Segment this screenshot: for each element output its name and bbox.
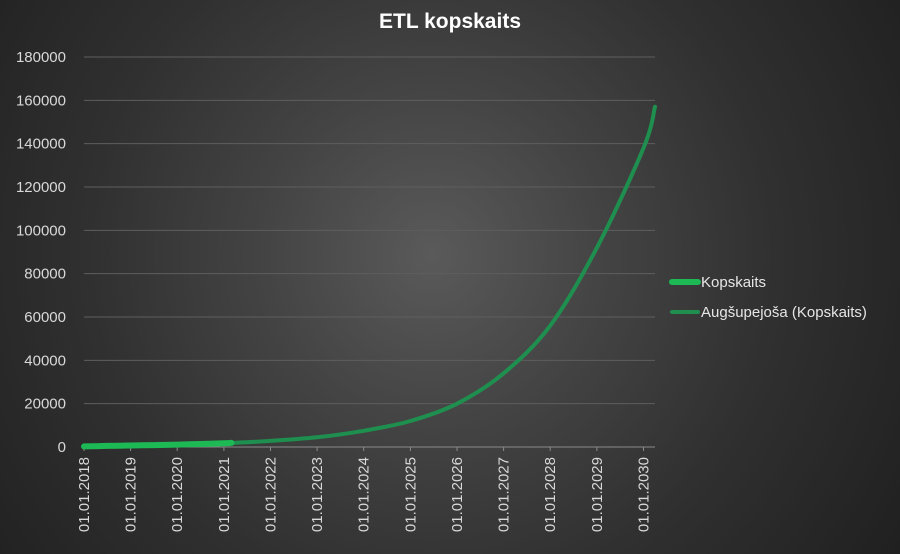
x-tick-label: 01.01.2026 — [449, 457, 466, 532]
y-tick-label: 120000 — [16, 179, 66, 196]
x-tick-label: 01.01.2019 — [123, 457, 140, 532]
x-tick-label: 01.01.2027 — [496, 457, 513, 532]
y-tick-label: 40000 — [24, 352, 66, 369]
chart-title: ETL kopskaits — [379, 10, 521, 33]
y-tick-label: 160000 — [16, 92, 66, 109]
x-tick-label: 01.01.2030 — [636, 457, 653, 532]
y-tick-label: 140000 — [16, 136, 66, 153]
x-tick-label: 01.01.2028 — [542, 457, 559, 532]
x-tick-label: 01.01.2022 — [263, 457, 280, 532]
x-tick-label: 01.01.2024 — [356, 457, 373, 532]
x-tick-label: 01.01.2023 — [309, 457, 326, 532]
series-line-kopskaits — [81, 439, 235, 450]
y-tick-label: 0 — [58, 439, 66, 456]
y-tick-label: 180000 — [16, 49, 66, 66]
x-tick-label: 01.01.2021 — [216, 457, 233, 532]
x-tick-label: 01.01.2025 — [402, 457, 419, 532]
x-tick-label: 01.01.2020 — [169, 457, 186, 532]
y-tick-label: 60000 — [24, 309, 66, 326]
y-tick-label: 100000 — [16, 222, 66, 239]
y-tick-label: 80000 — [24, 266, 66, 283]
x-tick-label: 01.01.2029 — [589, 457, 606, 532]
legend-label: Augšupejoša (Kopskaits) — [701, 304, 867, 321]
legend-label: Kopskaits — [701, 274, 766, 291]
series-line-trendline — [229, 104, 657, 445]
y-tick-label: 20000 — [24, 396, 66, 413]
x-tick-label: 01.01.2018 — [76, 457, 93, 532]
